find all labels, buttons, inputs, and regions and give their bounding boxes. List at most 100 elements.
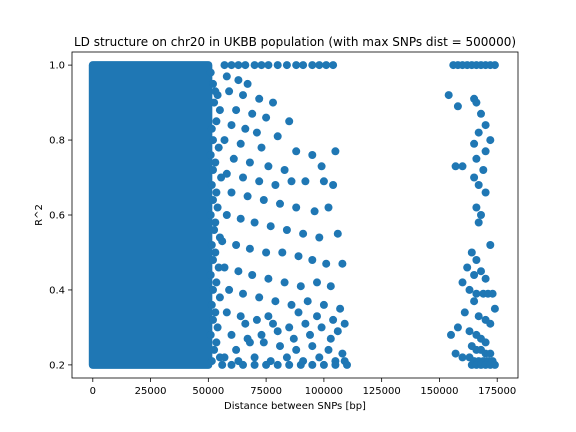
scatter-point <box>477 211 485 219</box>
scatter-point <box>248 109 257 118</box>
scatter-point <box>299 229 308 238</box>
scatter-point <box>329 61 338 70</box>
scatter-point <box>278 248 287 257</box>
scatter-point <box>227 188 236 197</box>
scatter-point <box>479 166 488 174</box>
y-axis: 0.2 0.4 0.6 0.8 1.0 <box>49 61 72 371</box>
scatter-point <box>474 312 483 321</box>
scatter-point <box>209 285 217 294</box>
scatter-point <box>488 289 497 298</box>
x-tick-label: 50000 <box>192 386 224 397</box>
scatter-point <box>280 166 289 174</box>
scatter-point <box>306 330 314 339</box>
scatter-point <box>220 263 229 272</box>
scatter-point <box>209 136 217 145</box>
scatter-point <box>266 222 275 231</box>
scatter-point <box>259 196 268 204</box>
scatter-point <box>451 162 460 171</box>
scatter-point <box>215 106 224 115</box>
scatter-point <box>209 315 217 324</box>
scatter-point <box>239 360 247 369</box>
scatter-point <box>250 218 259 227</box>
scatter-point <box>236 139 245 148</box>
scatter-point <box>241 61 250 70</box>
scatter-point <box>315 353 324 362</box>
scatter-point <box>222 169 231 178</box>
scatter-point <box>241 319 250 328</box>
scatter-point <box>474 128 483 137</box>
scatter-point <box>343 360 351 369</box>
scatter-point <box>255 94 264 103</box>
scatter-point <box>490 61 499 70</box>
scatter-point <box>336 304 345 313</box>
scatter-point <box>470 297 479 306</box>
scatter-point <box>213 91 222 100</box>
scatter-point <box>481 147 490 156</box>
scatter-point <box>322 259 331 268</box>
x-tick-label: 75000 <box>250 386 282 397</box>
scatter-point <box>218 360 227 369</box>
scatter-point <box>308 342 317 351</box>
scatter-point <box>294 252 303 261</box>
scatter-point <box>296 282 305 291</box>
scatter-point <box>241 124 250 133</box>
scatter-point <box>207 241 216 249</box>
scatter-point <box>220 61 229 70</box>
scatter-point <box>276 199 284 208</box>
scatter-point <box>212 278 221 287</box>
scatter-point <box>252 128 261 137</box>
scatter-point <box>292 147 301 156</box>
scatter-point <box>209 196 217 204</box>
scatter-point <box>282 61 291 70</box>
scatter-point <box>319 300 328 309</box>
scatter-point <box>319 360 328 369</box>
scatter-point <box>269 319 277 328</box>
scatter-point <box>207 181 216 189</box>
scatter-point <box>470 173 479 182</box>
scatter-point <box>207 300 216 309</box>
scatter-point <box>472 98 481 107</box>
scatter-point <box>273 327 282 336</box>
scatter-point <box>211 248 220 257</box>
y-tick-label: 0.4 <box>49 285 65 296</box>
scatter-point <box>474 181 483 189</box>
y-tick-label: 0.6 <box>49 211 65 222</box>
scatter-point <box>222 308 231 317</box>
scatter-point <box>477 267 485 276</box>
scatter-point <box>264 162 273 171</box>
scatter-point <box>220 136 229 145</box>
scatter-point <box>262 248 271 257</box>
scatter-point <box>243 192 252 201</box>
scatter-point <box>490 360 499 369</box>
scatter-point <box>227 61 236 70</box>
scatter-point <box>326 282 335 291</box>
scatter-point <box>299 61 308 70</box>
scatter-point <box>271 297 280 306</box>
scatter-point <box>317 323 326 332</box>
scatter-point <box>250 61 259 70</box>
scatter-point <box>209 79 217 88</box>
scatter-point <box>326 334 335 343</box>
scatter-point <box>206 330 215 339</box>
scatter-point <box>289 334 298 343</box>
scatter-point <box>257 143 266 152</box>
scatter-point <box>236 214 245 223</box>
x-tick-label: 100000 <box>305 386 343 397</box>
x-tick-label: 150000 <box>420 386 458 397</box>
scatter-point <box>477 109 485 118</box>
scatter-point <box>308 256 317 264</box>
scatter-point <box>250 360 259 369</box>
scatter-point <box>285 360 294 369</box>
scatter-point <box>322 61 331 70</box>
scatter-point <box>472 256 481 264</box>
scatter-point <box>453 102 462 111</box>
y-tick-label: 0.2 <box>49 360 65 371</box>
scatter-point <box>210 98 219 107</box>
scatter-point <box>227 121 236 130</box>
scatter-point <box>250 353 259 362</box>
scatter-point <box>255 177 264 186</box>
scatter-point <box>338 349 347 358</box>
scatter-point <box>280 278 289 287</box>
scatter-point <box>324 345 333 354</box>
